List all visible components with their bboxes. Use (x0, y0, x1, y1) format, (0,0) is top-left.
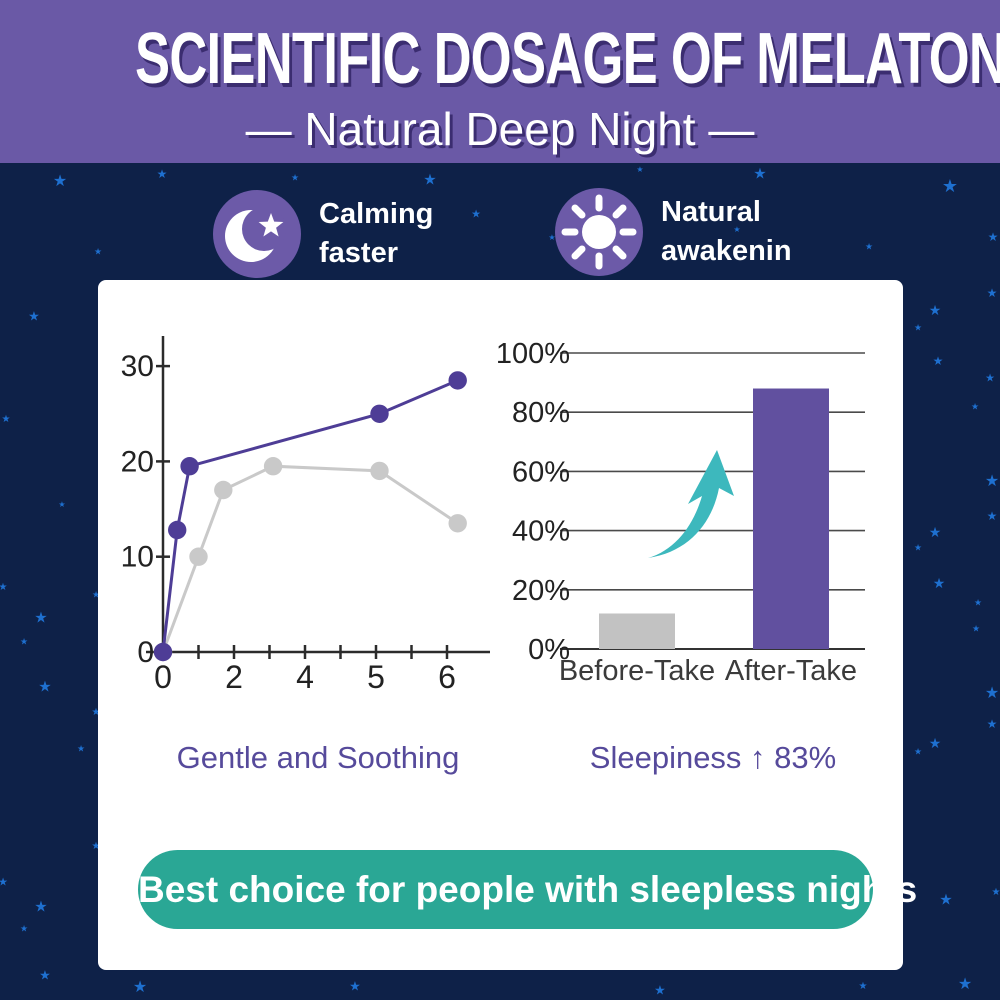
up-trend-arrow-icon (648, 450, 734, 558)
cta-banner: Best choice for people with sleepless ni… (138, 850, 917, 929)
svg-text:After-Take: After-Take (725, 655, 857, 687)
star-decoration: ★ (290, 172, 300, 183)
sun-icon (555, 188, 643, 276)
star-decoration: ★ (0, 876, 8, 889)
star-decoration: ★ (654, 982, 666, 998)
star-decoration: ★ (913, 322, 923, 333)
svg-text:Before-Take: Before-Take (559, 655, 715, 687)
star-decoration: ★ (941, 176, 959, 196)
star-decoration: ★ (939, 891, 953, 909)
star-decoration: ★ (991, 887, 1000, 898)
svg-text:100%: 100% (496, 338, 570, 370)
svg-text:80%: 80% (512, 397, 570, 429)
star-decoration: ★ (34, 898, 48, 916)
star-decoration: ★ (928, 302, 942, 318)
line-chart: 0 10 20 30 0 2 4 5 6 (121, 336, 490, 695)
star-decoration: ★ (1, 414, 11, 425)
star-decoration: ★ (971, 623, 981, 634)
svg-text:40%: 40% (512, 516, 570, 548)
star-decoration: ★ (753, 165, 767, 183)
star-decoration: ★ (58, 500, 66, 509)
star-decoration: ★ (93, 246, 103, 257)
star-decoration: ★ (34, 609, 48, 627)
star-decoration: ★ (987, 230, 999, 244)
line-chart-caption: Gentle and Soothing (176, 740, 460, 775)
bar-chart-caption: Sleepiness ↑ 83% (589, 740, 837, 775)
svg-text:5: 5 (367, 659, 385, 695)
star-decoration: ★ (932, 354, 944, 368)
svg-text:20: 20 (121, 445, 154, 478)
feature-label-awakening: Natural awakenin (661, 195, 792, 267)
star-decoration: ★ (928, 735, 942, 751)
header-banner: SCIENTIFIC DOSAGE OF MELATONIN — Natural… (0, 0, 1000, 163)
star-decoration: ★ (28, 308, 40, 324)
star-decoration: ★ (864, 241, 874, 252)
feature-awakening: Natural awakenin (555, 188, 821, 276)
star-decoration: ★ (928, 524, 942, 540)
star-decoration: ★ (423, 171, 437, 189)
svg-text:4: 4 (296, 659, 314, 695)
svg-text:10: 10 (121, 541, 154, 574)
feature-label-calming: Calming faster (319, 197, 434, 269)
star-decoration: ★ (858, 981, 868, 992)
star-decoration: ★ (913, 542, 923, 553)
star-decoration: ★ (132, 979, 148, 996)
star-decoration: ★ (985, 372, 995, 385)
star-decoration: ★ (984, 473, 1000, 490)
page-title: SCIENTIFIC DOSAGE OF MELATONIN (135, 19, 1000, 99)
moon-star-icon (213, 190, 301, 278)
content-card: 0 10 20 30 0 2 4 5 6 0% 20% 40% 60% 80% 100% Before-Ta… (98, 280, 917, 970)
star-decoration: ★ (52, 173, 68, 190)
star-decoration: ★ (548, 233, 556, 242)
feature-calming: Calming faster (213, 190, 479, 278)
star-decoration: ★ (19, 923, 29, 934)
page-subtitle: — Natural Deep Night — (245, 103, 755, 155)
svg-text:20%: 20% (512, 575, 570, 607)
bar-chart: 0% 20% 40% 60% 80% 100% Before-Take After-Take (496, 338, 865, 687)
star-decoration: ★ (19, 636, 29, 647)
svg-text:30: 30 (121, 350, 154, 383)
star-decoration: ★ (471, 208, 481, 221)
star-decoration: ★ (0, 582, 8, 593)
star-decoration: ★ (733, 225, 741, 234)
star-decoration: ★ (91, 707, 101, 718)
star-decoration: ★ (986, 286, 998, 300)
star-decoration: ★ (913, 746, 923, 757)
svg-text:2: 2 (225, 659, 243, 695)
svg-text:60%: 60% (512, 456, 570, 488)
star-decoration: ★ (38, 678, 52, 696)
svg-text:0%: 0% (528, 634, 570, 666)
svg-text:6: 6 (438, 659, 456, 695)
star-decoration: ★ (636, 165, 644, 174)
star-decoration: ★ (91, 589, 101, 600)
star-decoration: ★ (984, 685, 1000, 702)
star-decoration: ★ (986, 509, 998, 523)
star-decoration: ★ (76, 743, 86, 754)
star-decoration: ★ (39, 967, 51, 983)
star-decoration: ★ (957, 976, 973, 993)
star-decoration: ★ (970, 401, 980, 412)
star-decoration: ★ (91, 841, 101, 852)
star-decoration: ★ (349, 978, 361, 994)
star-decoration: ★ (932, 575, 946, 591)
svg-text:0: 0 (137, 636, 154, 669)
star-decoration: ★ (156, 167, 168, 181)
svg-text:0: 0 (154, 659, 172, 695)
star-decoration: ★ (973, 597, 983, 608)
star-decoration: ★ (986, 717, 998, 731)
